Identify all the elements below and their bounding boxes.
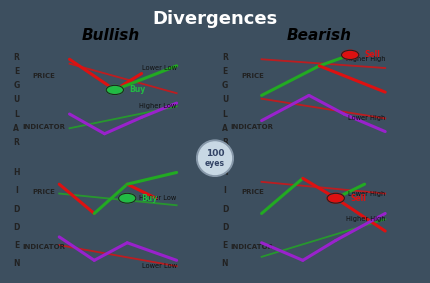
Text: G: G — [222, 81, 228, 90]
Circle shape — [197, 140, 233, 176]
Text: PRICE: PRICE — [241, 189, 264, 195]
Text: L: L — [222, 110, 227, 119]
Text: Lower High: Lower High — [348, 190, 385, 197]
Text: Higher Low: Higher Low — [139, 103, 177, 109]
Text: eyes: eyes — [205, 159, 225, 168]
Text: Sell: Sell — [350, 194, 366, 203]
Text: R: R — [13, 53, 19, 62]
Text: Lower High: Lower High — [348, 115, 385, 121]
Text: D: D — [13, 205, 20, 213]
Text: PRICE: PRICE — [32, 189, 55, 195]
Text: E: E — [14, 67, 19, 76]
Text: INDICATOR: INDICATOR — [231, 245, 274, 250]
Text: H: H — [222, 168, 228, 177]
Text: Lower Low: Lower Low — [141, 263, 177, 269]
Text: L: L — [14, 110, 19, 119]
Text: Sell: Sell — [365, 50, 381, 59]
Circle shape — [341, 50, 359, 59]
Text: Buy: Buy — [129, 85, 145, 95]
Text: H: H — [13, 168, 20, 177]
Text: Bearish: Bearish — [287, 27, 352, 43]
Text: R: R — [222, 53, 228, 62]
Text: R: R — [13, 138, 19, 147]
Text: Lower Low: Lower Low — [141, 65, 177, 71]
Text: D: D — [222, 205, 228, 213]
Text: N: N — [222, 259, 228, 268]
Text: PRICE: PRICE — [32, 73, 55, 79]
Text: N: N — [13, 259, 20, 268]
Text: I: I — [224, 186, 226, 195]
Text: E: E — [222, 241, 227, 250]
Circle shape — [106, 85, 123, 95]
Text: D: D — [13, 223, 20, 232]
Text: Higher Low: Higher Low — [139, 195, 177, 201]
Text: Higher High: Higher High — [346, 216, 385, 222]
Text: D: D — [222, 223, 228, 232]
Text: PRICE: PRICE — [241, 73, 264, 79]
Text: Buy: Buy — [141, 194, 158, 203]
Text: R: R — [222, 138, 228, 147]
Text: U: U — [222, 95, 228, 104]
Text: U: U — [13, 95, 19, 104]
Circle shape — [199, 142, 231, 174]
Text: A: A — [222, 124, 228, 133]
Text: Higher High: Higher High — [346, 56, 385, 62]
Text: Divergences: Divergences — [152, 10, 278, 28]
Text: Bullish: Bullish — [82, 27, 140, 43]
Text: I: I — [15, 186, 18, 195]
Text: INDICATOR: INDICATOR — [22, 124, 65, 130]
Text: E: E — [14, 241, 19, 250]
Text: A: A — [13, 124, 19, 133]
Text: INDICATOR: INDICATOR — [231, 124, 274, 130]
Circle shape — [119, 193, 136, 203]
Text: E: E — [222, 67, 227, 76]
Text: G: G — [13, 81, 19, 90]
Text: 100: 100 — [206, 149, 224, 158]
Circle shape — [327, 193, 344, 203]
Text: INDICATOR: INDICATOR — [22, 245, 65, 250]
